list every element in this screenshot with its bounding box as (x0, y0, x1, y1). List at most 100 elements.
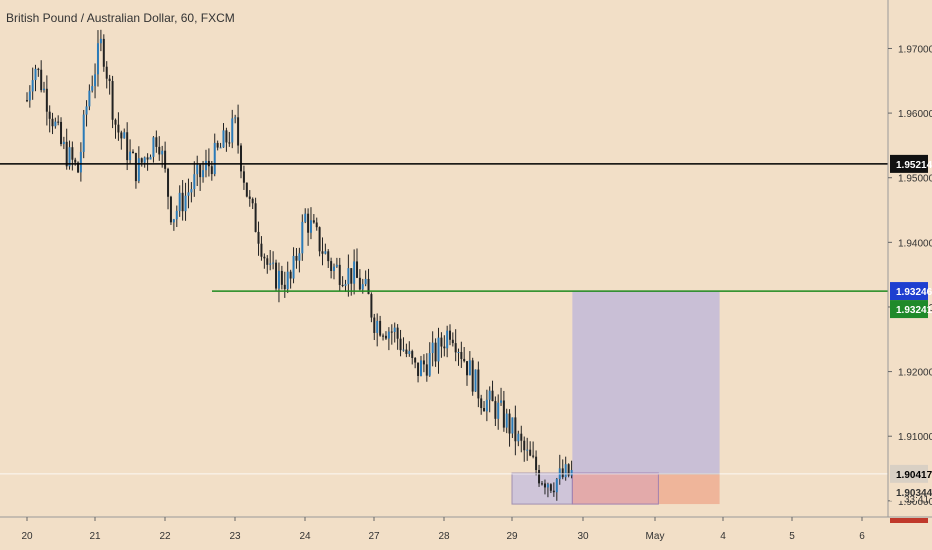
candle-body (82, 114, 85, 152)
candle-body (309, 220, 312, 233)
candle-body (51, 118, 54, 127)
candle-body (193, 174, 196, 190)
candle-body (488, 390, 491, 400)
candle-body (517, 433, 520, 442)
candle-body (520, 433, 523, 441)
candle-body (143, 157, 146, 163)
x-tick-label: 4 (720, 531, 726, 542)
candle-body (234, 117, 237, 119)
candle-body (364, 278, 367, 285)
price-badge[interactable] (890, 154, 928, 173)
candle-body (187, 192, 190, 196)
candle-body (204, 160, 207, 171)
candle-body (129, 151, 132, 161)
candle-body (546, 484, 549, 488)
x-tick-label: 21 (89, 531, 101, 542)
price-badge[interactable] (890, 300, 928, 319)
candle-body (57, 121, 60, 123)
candle-body (451, 339, 454, 344)
candle-body (483, 408, 486, 412)
candle-body (468, 360, 471, 376)
support-zone-extension[interactable] (571, 472, 659, 505)
candle-body (307, 213, 310, 233)
candle-body (196, 164, 199, 175)
candle-body (460, 351, 463, 359)
candle-body (327, 251, 330, 262)
candle-body (272, 262, 275, 264)
candle-body (324, 251, 327, 254)
candle-body (123, 132, 126, 139)
candle-body (126, 132, 129, 161)
x-tick-label: 6 (859, 531, 865, 542)
candle-body (286, 271, 289, 290)
candle-body (43, 88, 46, 91)
candle-body (91, 86, 94, 91)
candle-body (114, 119, 117, 125)
candle-body (312, 220, 315, 223)
candle-body (491, 390, 494, 402)
support-zone[interactable] (511, 472, 573, 505)
candle-body (570, 469, 573, 476)
profit-zone[interactable] (572, 291, 720, 474)
candle-body (140, 158, 143, 163)
candle-body (251, 198, 254, 204)
candle-body (370, 294, 373, 318)
candle-body (283, 284, 286, 290)
candle-body (384, 335, 387, 339)
candle-body (471, 360, 474, 392)
candle-body (437, 337, 440, 362)
candle-body (245, 182, 248, 197)
candle-body (347, 268, 350, 285)
candle-body (254, 203, 257, 232)
candle-body (190, 189, 193, 193)
candle-body (405, 349, 408, 354)
candle-body (99, 38, 102, 44)
price-badge[interactable] (890, 464, 928, 483)
candle-body (408, 351, 411, 354)
candle-body (390, 331, 393, 333)
candle-body (71, 147, 74, 160)
candle-body (222, 130, 225, 148)
candle-body (65, 141, 68, 167)
candle-body (242, 171, 245, 183)
candle-body (555, 479, 558, 493)
candle-body (167, 168, 170, 197)
price-badge-label: 1.93241 (896, 305, 932, 316)
candle-body (248, 196, 251, 199)
candle-body (175, 210, 178, 220)
candle-body (448, 330, 451, 340)
candle-body (134, 153, 137, 182)
candle-body (28, 91, 31, 101)
candle-body (379, 320, 382, 336)
candle-body (446, 330, 449, 349)
candle-body (301, 221, 304, 254)
candle-body (184, 195, 187, 212)
candle-body (335, 264, 338, 267)
candle-body (356, 261, 359, 278)
candle-body (304, 213, 307, 222)
candle-body (96, 43, 99, 75)
candle-body (549, 484, 552, 491)
candle-body (219, 147, 222, 149)
x-tick-label: 30 (577, 531, 589, 542)
candle-body (31, 80, 34, 92)
candle-body (361, 284, 364, 290)
bar-countdown: 33:41 (904, 495, 929, 506)
candle-body (330, 261, 333, 271)
price-badge[interactable] (890, 482, 928, 501)
candle-body (402, 349, 405, 351)
candle-body (318, 227, 321, 252)
candle-body (502, 400, 505, 428)
candle-body (169, 196, 172, 223)
candle-body (132, 151, 135, 154)
candle-body (332, 266, 335, 271)
candle-body (37, 68, 40, 70)
candle-body (463, 358, 466, 362)
candle-body (178, 192, 181, 211)
price-badge[interactable] (890, 282, 928, 301)
candle-body (344, 284, 347, 286)
candle-body (295, 255, 298, 261)
candle-body (34, 68, 37, 81)
